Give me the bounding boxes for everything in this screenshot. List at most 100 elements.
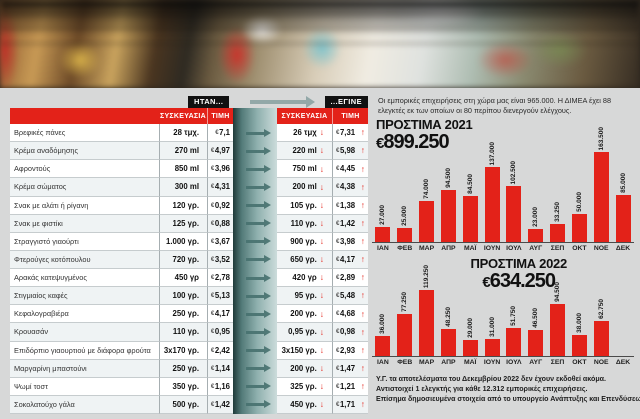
change-cell [233, 178, 277, 196]
fines-2021-title: ΠΡΟΣΤΙΜΑ 2021 €899.250 [376, 118, 473, 153]
euro-sign: € [336, 328, 340, 336]
bars-2021: 27.000 25.000 74.000 94.500 84.500 137.000 102… [372, 118, 634, 244]
old-package-value: 450 γρ [159, 269, 207, 288]
month-label: ΑΠΡ [441, 359, 456, 367]
product-name: Μαργαρίνη μπαστούνι [10, 359, 159, 378]
new-price-value: €4,45 ↑ [332, 160, 368, 179]
old-price-value: €3,96 [207, 160, 233, 179]
bar [528, 229, 544, 243]
bar-column: 50.000 [568, 118, 590, 243]
footnote-line: Υ.Γ. τα αποτελέσματα του Δεκεμβρίου 2022… [376, 375, 606, 384]
euro-sign: € [210, 183, 215, 191]
bar [484, 339, 500, 357]
new-price-value: €2,93 ↑ [332, 341, 368, 360]
product-name: Φτερούγες κοτόπουλου [10, 250, 159, 269]
bar [419, 290, 435, 357]
change-cell [233, 305, 277, 323]
price-increase-icon: ↑ [360, 399, 365, 410]
table-row: Σνακ με φιστίκι 125 γρ. €0,88 110 γρ. ↓ €… [10, 214, 368, 233]
table-rows: Βρεφικές πάνες 28 τμχ. €7,1 26 τμχ ↓ €7,3… [10, 124, 368, 414]
change-cell [233, 269, 277, 287]
old-package-value: 300 ml [159, 178, 207, 197]
old-package-value: 125 γρ. [159, 214, 207, 233]
new-package-value: 650 γρ. ↓ [277, 250, 332, 269]
arrow-right-icon [246, 346, 271, 355]
bar [506, 328, 522, 357]
table-row: Βρεφικές πάνες 28 τμχ. €7,1 26 τμχ ↓ €7,3… [10, 124, 368, 143]
old-price-value: €0,88 [207, 214, 233, 233]
package-decrease-icon: ↓ [319, 362, 324, 373]
table-row: Αρακάς κατεψυγμένος 450 γρ €2,78 420 γρ ↓… [10, 269, 368, 288]
change-cell [233, 215, 277, 233]
table-row: Κρέμα αναδόμησης 270 ml €4,97 220 ml ↓ €5… [10, 142, 368, 161]
month-label: ΝΟΕ [593, 245, 609, 253]
price-increase-icon: ↑ [360, 217, 365, 228]
euro-sign: € [210, 255, 215, 263]
bar-value-label: 33.250 [554, 202, 562, 223]
bar-column: 74.000 [416, 118, 438, 243]
was-became-header: ΗΤΑΝ... ...ΕΓΙΝΕ [10, 96, 368, 108]
package-decrease-icon: ↓ [319, 145, 324, 156]
arrow-right-icon [246, 237, 271, 246]
supermarket-photo [0, 0, 640, 88]
new-price-value: €0,98 ↑ [332, 323, 368, 342]
intro-text: Οι εμπορικές επιχειρήσεις στη χώρα μας ε… [378, 96, 612, 115]
euro-sign: € [336, 201, 340, 209]
table-row: Μαργαρίνη μπαστούνι 250 γρ. €1,14 200 γρ… [10, 359, 368, 378]
package-decrease-icon: ↓ [319, 254, 324, 265]
euro-sign: € [376, 135, 384, 153]
month-label: ΜΑΪ [463, 245, 477, 253]
euro-sign: € [210, 382, 215, 390]
change-cell [233, 124, 277, 142]
old-package-value: 3x170 γρ. [159, 341, 207, 360]
bar-value-label: 50.000 [575, 192, 583, 213]
package-decrease-icon: ↓ [319, 163, 324, 174]
euro-sign: € [336, 274, 340, 282]
product-name: Στραγγιστό γιαούρτι [10, 232, 159, 251]
bar [571, 335, 587, 357]
old-price-value: €2,78 [207, 269, 233, 288]
table-row: Αφροντούς 850 ml €3,96 750 ml ↓ €4,45 ↑ [10, 160, 368, 179]
old-price-value: €1,14 [207, 359, 233, 378]
euro-sign: € [210, 237, 215, 245]
old-package-value: 250 γρ. [159, 305, 207, 324]
bar-column: 25.000 [394, 118, 416, 243]
new-package-value: 26 τμχ ↓ [277, 124, 332, 143]
bar [550, 304, 566, 357]
bar [550, 224, 566, 243]
product-column-header [10, 108, 159, 124]
new-price-value: €4,38 ↑ [332, 178, 368, 197]
month-label: ΙΟΥΝ [483, 245, 501, 253]
new-package-value: 420 γρ ↓ [277, 269, 332, 288]
bar-column: 38.000 [568, 257, 590, 357]
product-name: Κρουασάν [10, 323, 159, 342]
month-label: ΑΥΓ [529, 245, 543, 253]
month-label: ΣΕΠ [550, 245, 565, 253]
table-row: Φτερούγες κοτόπουλου 720 γρ. €3,52 650 γ… [10, 250, 368, 269]
product-name: Στιγμιαίος καφές [10, 287, 159, 306]
bar-value-label: 29.000 [466, 318, 474, 339]
euro-sign: € [336, 255, 340, 263]
bar-value-label: 94.500 [444, 168, 452, 189]
bar-column: 46.500 [525, 257, 547, 357]
price-increase-icon: ↑ [360, 326, 365, 337]
price-increase-icon: ↑ [360, 362, 365, 373]
arrow-right-icon [246, 400, 271, 409]
bar-column: 23.000 [525, 118, 547, 243]
product-name: Σνακ με αλάτι ή ρίγανη [10, 196, 159, 215]
change-cell [233, 360, 277, 378]
new-package-value: 0,95 γρ. ↓ [277, 323, 332, 342]
old-price-header: ΤΙΜΗ [207, 108, 233, 124]
bar-value-label: 38.000 [575, 313, 583, 334]
new-package-value: 95 γρ. ↓ [277, 287, 332, 306]
package-decrease-icon: ↓ [319, 326, 324, 337]
was-to-became-arrow-icon [250, 96, 315, 108]
old-price-value: €4,17 [207, 305, 233, 324]
bar [484, 167, 500, 243]
new-package-value: 3x150 γρ. ↓ [277, 341, 332, 360]
product-name: Κρέμα σώματος [10, 178, 159, 197]
bar [571, 214, 587, 243]
month-label: ΣΕΠ [550, 359, 565, 367]
table-row: Κρουασάν 110 γρ. €0,95 0,95 γρ. ↓ €0,98 ↑ [10, 323, 368, 342]
